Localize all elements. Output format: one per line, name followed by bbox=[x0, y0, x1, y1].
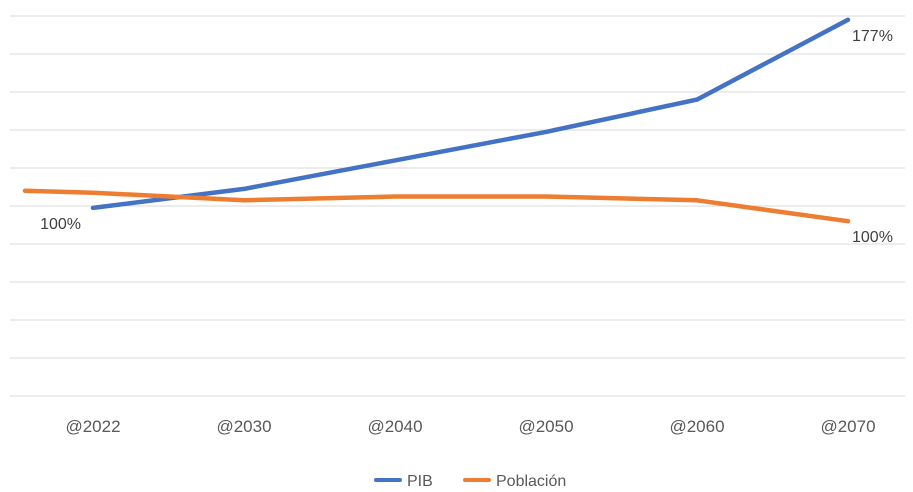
x-tick-label: @2022 bbox=[65, 417, 120, 436]
data-label: 100% bbox=[852, 229, 893, 246]
x-axis-tick-labels: @2022 @2030 @2040 @2050 @2060 @2070 bbox=[65, 417, 875, 436]
x-tick-label: @2030 bbox=[216, 417, 271, 436]
data-label: 100% bbox=[40, 216, 81, 233]
x-tick-label: @2070 bbox=[820, 417, 875, 436]
legend-label: PIB bbox=[407, 473, 433, 490]
legend-label: Población bbox=[496, 473, 566, 490]
x-tick-label: @2040 bbox=[367, 417, 422, 436]
series-line-pib bbox=[90, 17, 851, 211]
series-lines bbox=[22, 17, 851, 224]
x-tick-label: @2060 bbox=[669, 417, 724, 436]
legend: PIB Población bbox=[374, 473, 566, 490]
data-labels: 100% 177% 100% bbox=[40, 28, 893, 246]
x-tick-label: @2050 bbox=[518, 417, 573, 436]
gridlines bbox=[10, 15, 905, 397]
series-line-poblaci-n bbox=[22, 188, 851, 224]
data-label: 177% bbox=[852, 28, 893, 45]
